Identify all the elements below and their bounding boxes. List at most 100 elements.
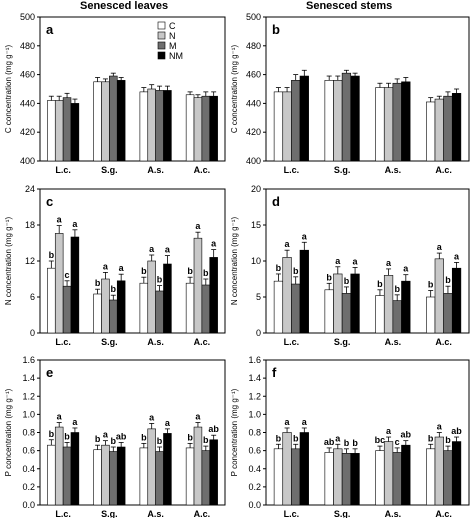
significance-letter: a [454, 251, 460, 261]
bar [201, 95, 211, 162]
significance-letter: a [149, 412, 155, 422]
significance-letter: b [49, 429, 55, 439]
significance-letter: a [195, 412, 201, 422]
y-tick-label: 460 [20, 70, 35, 80]
bar [375, 295, 385, 334]
x-tick-label: S.g. [334, 509, 351, 518]
y-tick-label: 6 [30, 292, 35, 302]
significance-letter: b [141, 266, 147, 276]
legend-swatch [157, 51, 166, 60]
x-tick-label: A.s. [147, 165, 164, 175]
bar [54, 100, 64, 162]
significance-letter: a [72, 219, 78, 229]
bar [375, 450, 385, 506]
x-tick-label: A.s. [147, 509, 164, 518]
significance-letter: bc [375, 435, 386, 445]
legend-label: C [169, 21, 176, 31]
bar [333, 80, 343, 162]
bar [282, 91, 292, 162]
x-tick-label: A.s. [385, 509, 402, 518]
bar [350, 453, 360, 506]
y-tick-label: 500 [246, 12, 261, 22]
x-tick-label: S.g. [101, 165, 118, 175]
significance-letter: a [57, 412, 63, 422]
bar [392, 82, 402, 162]
y-tick-label: 15 [251, 220, 261, 230]
significance-letter: b [276, 433, 282, 443]
legend-swatch [157, 41, 166, 50]
bar [451, 267, 462, 334]
bar [426, 296, 436, 334]
legend-swatch [157, 21, 166, 30]
significance-letter: a [195, 221, 201, 231]
significance-letter: b [141, 432, 147, 442]
bar [333, 273, 343, 334]
significance-letter: a [335, 256, 341, 266]
bar [291, 80, 301, 162]
bar [185, 282, 195, 334]
y-tick-label: 480 [20, 41, 35, 51]
significance-letter: a [335, 433, 341, 443]
panel-letter: f [272, 365, 277, 380]
bar [401, 81, 411, 162]
bar [70, 432, 80, 506]
legend-label: NM [169, 51, 183, 61]
legend-label: M [169, 41, 177, 51]
y-tick-label: 1.6 [22, 355, 35, 365]
bar [434, 436, 444, 506]
column-title-leaves: Senesced leaves [80, 0, 169, 12]
y-tick-label: 0.8 [248, 428, 261, 438]
x-tick-label: A.c. [435, 165, 452, 175]
y-tick-label: 1.0 [22, 409, 35, 419]
panel-letter: a [46, 22, 54, 37]
bar [62, 446, 72, 506]
bar [383, 275, 394, 334]
bar [341, 453, 352, 506]
significance-letter: b [203, 435, 209, 445]
significance-letter: b [95, 434, 101, 444]
significance-letter: ab [324, 437, 335, 447]
bar [101, 444, 110, 506]
significance-letter: a [437, 422, 443, 432]
bar [147, 428, 156, 506]
y-tick-label: 440 [246, 98, 261, 108]
y-tick-label: 5 [256, 292, 261, 302]
bar [70, 103, 80, 162]
legend-swatch [157, 31, 166, 40]
bar [93, 81, 102, 162]
significance-letter: c [65, 270, 70, 280]
significance-letter: a [211, 239, 217, 249]
bar [451, 441, 462, 506]
y-tick-label: 460 [246, 70, 261, 80]
y-tick-label: 0.6 [248, 446, 261, 456]
bar [209, 257, 218, 334]
bar [109, 451, 118, 506]
y-tick-label: 1.2 [248, 391, 261, 401]
significance-letter: c [395, 437, 400, 447]
bar [401, 444, 411, 506]
y-tick-label: 1.2 [22, 391, 35, 401]
bar [139, 282, 149, 334]
column-title-stems: Senesced stems [306, 0, 393, 12]
y-tick-label: 400 [246, 156, 261, 166]
bar [93, 293, 102, 334]
bar [451, 93, 462, 162]
bar [291, 283, 301, 334]
y-tick-label: 0.6 [22, 446, 35, 456]
panel-frame [39, 16, 226, 162]
bar [47, 100, 56, 162]
bar [193, 97, 203, 162]
x-tick-label: A.c. [194, 509, 211, 518]
significance-letter: b [377, 279, 383, 289]
significance-letter: a [103, 261, 109, 271]
panel-letter: d [272, 194, 280, 209]
x-tick-label: L.c. [284, 509, 300, 518]
bar [324, 452, 334, 506]
bar [299, 249, 309, 334]
bar [443, 293, 453, 334]
bar [139, 91, 149, 162]
significance-letter: b [203, 268, 209, 278]
significance-letter: a [165, 418, 171, 428]
y-axis-label: N concentration (mg g⁻¹) [4, 217, 13, 306]
